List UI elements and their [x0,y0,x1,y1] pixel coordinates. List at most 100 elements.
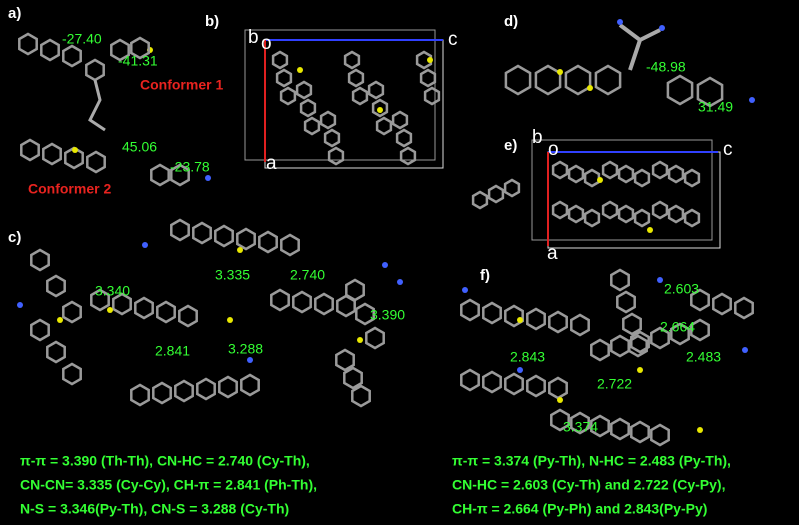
ring [327,146,345,166]
atom [72,147,78,153]
ring [526,307,546,331]
atom [205,175,211,181]
ring [174,379,194,403]
atom [377,107,383,113]
ring [130,36,150,60]
panel-label: f) [480,267,490,284]
ring [271,50,289,70]
axis-label: c [448,29,458,50]
ring [712,292,732,316]
ring [110,38,130,62]
ring [482,370,502,394]
ring [670,322,690,346]
panel-label: a) [8,5,21,22]
ring [343,50,361,70]
atom [382,262,388,268]
ring [30,318,50,342]
ring [130,383,150,407]
atom [587,85,593,91]
ring [667,204,685,224]
ring [690,288,710,312]
labels: a) b) c) d) e) f) -27.40 -41.31 45.06 -23.78 Confo… [8,5,733,517]
contact-distance: 3.374 [563,419,598,435]
ring [696,76,724,108]
ring [482,301,502,325]
atom [647,227,653,233]
ring [280,233,300,257]
ring [395,128,413,148]
ring [134,296,154,320]
contact-distance: 2.740 [290,267,325,283]
axis-label: c [723,139,733,160]
contact-distance: 3.288 [228,341,263,357]
ring [423,86,441,106]
contact-distance: 3.335 [215,267,250,283]
torsion-angle: -27.40 [62,31,102,47]
molecules [17,19,755,447]
torsion-angle: 31.49 [698,99,733,115]
atom [697,427,703,433]
contact-distance: 2.603 [664,281,699,297]
axis-label: b [532,127,543,148]
atom [659,25,665,31]
ring [218,375,238,399]
atom [237,247,243,253]
torsion-angle: -41.31 [118,53,158,69]
ring [460,368,480,392]
ring [347,68,365,88]
torsion-angle: -23.78 [170,159,210,175]
ring [20,138,40,162]
atom [742,347,748,353]
atom [517,367,523,373]
conformer-label: Conformer 1 [140,77,223,93]
axis-label: o [548,139,559,160]
ring [399,146,417,166]
caption-line: N-S = 3.346(Py-Th), CN-S = 3.288 (Cy-Th) [20,501,289,517]
ring [633,168,651,188]
ring [240,373,260,397]
ring [86,150,106,174]
ring [90,288,110,312]
contact-distance: 2.841 [155,343,190,359]
contact-distance: 3.340 [95,283,130,299]
ring [18,32,38,56]
panel-label: b) [205,13,219,30]
ring [633,208,651,228]
ring [590,338,610,362]
ring [258,230,278,254]
caption-line: π-π = 3.390 (Th-Th), CN-HC = 2.740 (Cy-T… [20,453,310,469]
ring [651,160,669,180]
ring [351,86,369,106]
ring [487,184,505,204]
ring [610,268,630,292]
ring [504,372,524,396]
ring [590,414,610,438]
ring [567,164,585,184]
ring [214,224,234,248]
ring [551,160,569,180]
ring [650,326,670,350]
atom [17,302,23,308]
ring [62,362,82,386]
atom [657,277,663,283]
ring [594,64,622,96]
ring [667,164,685,184]
ring [295,80,313,100]
ring [503,178,521,198]
ring [622,312,642,336]
ring [617,164,635,184]
bond [618,23,661,71]
atom [297,67,303,73]
ring [570,313,590,337]
ring [570,411,590,435]
unit-cells [244,29,721,249]
ring [683,208,701,228]
ring [40,38,60,62]
ring [471,190,489,210]
contact-distance: 2.664 [660,319,695,335]
torsion-angle: -48.98 [646,59,686,75]
ring [270,288,290,312]
ring [734,296,754,320]
axis-label: a [547,243,558,264]
ring [156,300,176,324]
